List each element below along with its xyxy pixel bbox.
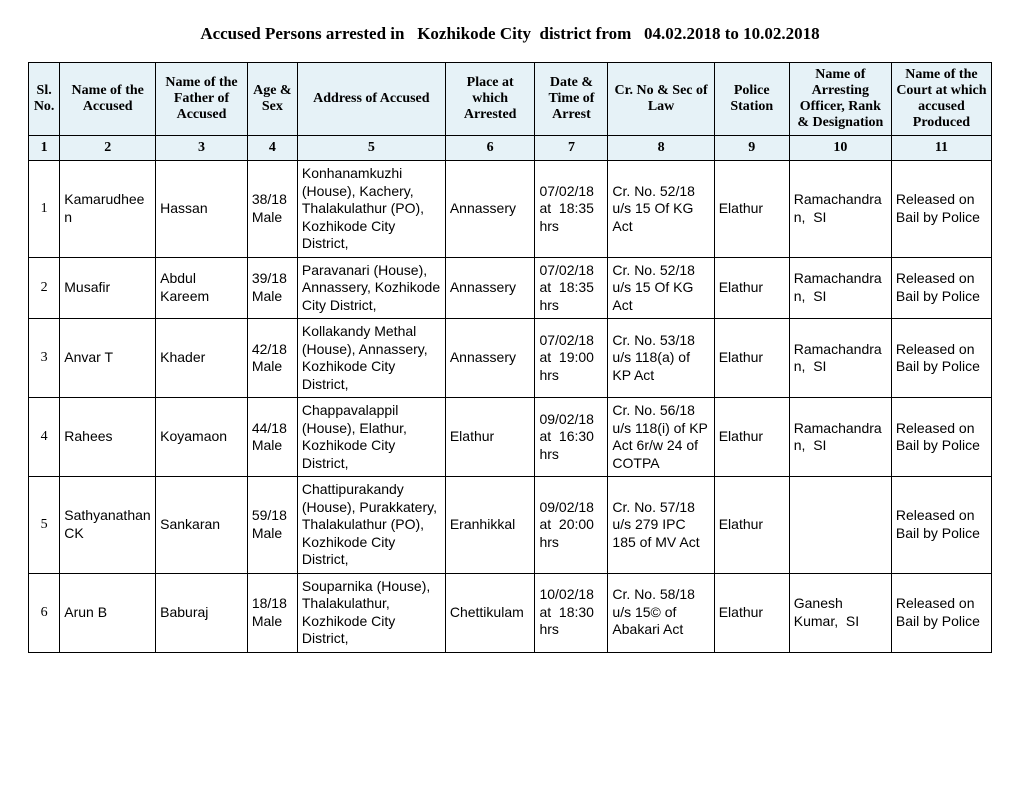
col-header-station: Police Station (714, 63, 789, 136)
cell-place: Chettikulam (445, 573, 535, 652)
cell-address: Chattipurakandy (House), Purakkatery, Th… (297, 477, 445, 574)
cell-crno: Cr. No. 53/18 u/s 118(a) of KP Act (608, 319, 714, 398)
cell-name: Kamarudheen (60, 161, 156, 258)
cell-officer: Ramachandran, SI (789, 161, 891, 258)
cell-crno: Cr. No. 58/18 u/s 15© of Abakari Act (608, 573, 714, 652)
cell-age: 44/18 Male (247, 398, 297, 477)
cell-officer: Ramachandran, SI (789, 257, 891, 319)
cell-name: Rahees (60, 398, 156, 477)
cell-name: Musafir (60, 257, 156, 319)
cell-court: Released on Bail by Police (891, 573, 991, 652)
col-header-date: Date & Time of Arrest (535, 63, 608, 136)
cell-father: Abdul Kareem (156, 257, 248, 319)
colnum-2: 2 (60, 136, 156, 161)
cell-age: 59/18 Male (247, 477, 297, 574)
header-row: Sl. No. Name of the Accused Name of the … (29, 63, 992, 136)
cell-court: Released on Bail by Police (891, 477, 991, 574)
cell-datetime: 09/02/18 at 16:30 hrs (535, 398, 608, 477)
cell-father: Sankaran (156, 477, 248, 574)
cell-age: 42/18 Male (247, 319, 297, 398)
cell-officer (789, 477, 891, 574)
arrest-table: Sl. No. Name of the Accused Name of the … (28, 62, 992, 653)
cell-court: Released on Bail by Police (891, 161, 991, 258)
cell-father: Baburaj (156, 573, 248, 652)
colnum-8: 8 (608, 136, 714, 161)
cell-court: Released on Bail by Police (891, 319, 991, 398)
cell-datetime: 10/02/18 at 18:30 hrs (535, 573, 608, 652)
cell-place: Annassery (445, 257, 535, 319)
colnum-1: 1 (29, 136, 60, 161)
cell-name: Arun B (60, 573, 156, 652)
cell-sl: 4 (29, 398, 60, 477)
colnum-5: 5 (297, 136, 445, 161)
cell-sl: 1 (29, 161, 60, 258)
cell-sl: 3 (29, 319, 60, 398)
table-body: 1KamarudheenHassan38/18 MaleKonhanamkuzh… (29, 161, 992, 653)
table-row: 3Anvar TKhader42/18 MaleKollakandy Metha… (29, 319, 992, 398)
cell-address: Souparnika (House), Thalakulathur, Kozhi… (297, 573, 445, 652)
cell-place: Annassery (445, 161, 535, 258)
cell-court: Released on Bail by Police (891, 257, 991, 319)
cell-name: Anvar T (60, 319, 156, 398)
cell-officer: Ramachandran, SI (789, 398, 891, 477)
cell-name: Sathyanathan CK (60, 477, 156, 574)
cell-sl: 2 (29, 257, 60, 319)
cell-place: Elathur (445, 398, 535, 477)
table-row: 6Arun BBaburaj18/18 MaleSouparnika (Hous… (29, 573, 992, 652)
colnum-6: 6 (445, 136, 535, 161)
colnum-10: 10 (789, 136, 891, 161)
colnum-9: 9 (714, 136, 789, 161)
cell-address: Paravanari (House), Annassery, Kozhikode… (297, 257, 445, 319)
colnum-11: 11 (891, 136, 991, 161)
cell-datetime: 09/02/18 at 20:00 hrs (535, 477, 608, 574)
cell-station: Elathur (714, 573, 789, 652)
cell-address: Konhanamkuzhi (House), Kachery, Thalakul… (297, 161, 445, 258)
cell-address: Chappavalappil (House), Elathur, Kozhiko… (297, 398, 445, 477)
cell-crno: Cr. No. 52/18 u/s 15 Of KG Act (608, 161, 714, 258)
cell-father: Khader (156, 319, 248, 398)
cell-crno: Cr. No. 52/18 u/s 15 Of KG Act (608, 257, 714, 319)
col-header-sl: Sl. No. (29, 63, 60, 136)
cell-station: Elathur (714, 319, 789, 398)
table-row: 4RaheesKoyamaon44/18 MaleChappavalappil … (29, 398, 992, 477)
col-header-age: Age & Sex (247, 63, 297, 136)
cell-address: Kollakandy Methal (House), Annassery, Ko… (297, 319, 445, 398)
cell-place: Eranhikkal (445, 477, 535, 574)
col-header-crno: Cr. No & Sec of Law (608, 63, 714, 136)
col-header-address: Address of Accused (297, 63, 445, 136)
colnum-7: 7 (535, 136, 608, 161)
table-row: 1KamarudheenHassan38/18 MaleKonhanamkuzh… (29, 161, 992, 258)
cell-crno: Cr. No. 56/18 u/s 118(i) of KP Act 6r/w … (608, 398, 714, 477)
cell-age: 18/18 Male (247, 573, 297, 652)
cell-crno: Cr. No. 57/18 u/s 279 IPC 185 of MV Act (608, 477, 714, 574)
cell-station: Elathur (714, 477, 789, 574)
col-header-name: Name of the Accused (60, 63, 156, 136)
col-header-father: Name of the Father of Accused (156, 63, 248, 136)
colnum-4: 4 (247, 136, 297, 161)
page-title: Accused Persons arrested in Kozhikode Ci… (28, 24, 992, 44)
table-row: 5Sathyanathan CKSankaran59/18 MaleChatti… (29, 477, 992, 574)
cell-datetime: 07/02/18 at 18:35 hrs (535, 257, 608, 319)
cell-place: Annassery (445, 319, 535, 398)
col-header-officer: Name of Arresting Officer, Rank & Design… (789, 63, 891, 136)
cell-officer: Ramachandran, SI (789, 319, 891, 398)
cell-sl: 5 (29, 477, 60, 574)
cell-father: Koyamaon (156, 398, 248, 477)
col-header-place: Place at which Arrested (445, 63, 535, 136)
cell-datetime: 07/02/18 at 19:00 hrs (535, 319, 608, 398)
cell-officer: Ganesh Kumar, SI (789, 573, 891, 652)
cell-datetime: 07/02/18 at 18:35 hrs (535, 161, 608, 258)
cell-age: 38/18 Male (247, 161, 297, 258)
table-row: 2MusafirAbdul Kareem39/18 MaleParavanari… (29, 257, 992, 319)
cell-station: Elathur (714, 398, 789, 477)
cell-age: 39/18 Male (247, 257, 297, 319)
cell-court: Released on Bail by Police (891, 398, 991, 477)
col-header-court: Name of the Court at which accused Produ… (891, 63, 991, 136)
colnum-3: 3 (156, 136, 248, 161)
cell-sl: 6 (29, 573, 60, 652)
cell-father: Hassan (156, 161, 248, 258)
number-row: 1 2 3 4 5 6 7 8 9 10 11 (29, 136, 992, 161)
cell-station: Elathur (714, 257, 789, 319)
cell-station: Elathur (714, 161, 789, 258)
